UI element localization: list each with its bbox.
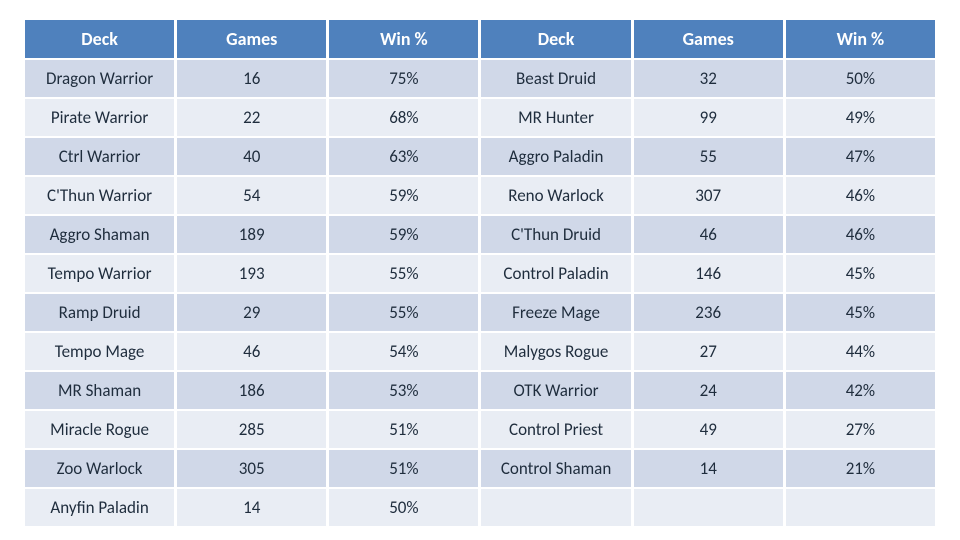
- table-cell: 32: [634, 60, 783, 97]
- table-cell: Aggro Shaman: [25, 216, 174, 253]
- table-cell: [481, 489, 630, 526]
- table-row: Aggro Shaman18959%C'Thun Druid4646%: [25, 216, 935, 253]
- table-body: Dragon Warrior1675%Beast Druid3250%Pirat…: [25, 60, 935, 526]
- table-cell: Beast Druid: [481, 60, 630, 97]
- deck-stats-table: Deck Games Win % Deck Games Win % Dragon…: [22, 18, 938, 528]
- col-games-2: Games: [634, 20, 783, 58]
- table-row: MR Shaman18653%OTK Warrior2442%: [25, 372, 935, 409]
- table-cell: 14: [177, 489, 326, 526]
- table-cell: 54%: [329, 333, 478, 370]
- table-cell: 51%: [329, 411, 478, 448]
- table-cell: 53%: [329, 372, 478, 409]
- table-cell: Freeze Mage: [481, 294, 630, 331]
- table-cell: Control Shaman: [481, 450, 630, 487]
- table-cell: [786, 489, 935, 526]
- table-cell: 55: [634, 138, 783, 175]
- table-cell: Ramp Druid: [25, 294, 174, 331]
- table-cell: 307: [634, 177, 783, 214]
- table-cell: Tempo Warrior: [25, 255, 174, 292]
- table-cell: 46%: [786, 216, 935, 253]
- table-cell: Control Priest: [481, 411, 630, 448]
- table-cell: [634, 489, 783, 526]
- table-cell: Dragon Warrior: [25, 60, 174, 97]
- table-cell: 236: [634, 294, 783, 331]
- table-cell: 193: [177, 255, 326, 292]
- table-cell: 99: [634, 99, 783, 136]
- table-cell: 44%: [786, 333, 935, 370]
- table-row: Tempo Warrior19355%Control Paladin14645%: [25, 255, 935, 292]
- table-cell: MR Shaman: [25, 372, 174, 409]
- table-cell: 16: [177, 60, 326, 97]
- table-cell: 50%: [786, 60, 935, 97]
- table-cell: 59%: [329, 216, 478, 253]
- table-cell: OTK Warrior: [481, 372, 630, 409]
- table-row: Pirate Warrior2268%MR Hunter9949%: [25, 99, 935, 136]
- table-cell: 285: [177, 411, 326, 448]
- table-row: Miracle Rogue28551%Control Priest4927%: [25, 411, 935, 448]
- table-cell: 29: [177, 294, 326, 331]
- table-row: Dragon Warrior1675%Beast Druid3250%: [25, 60, 935, 97]
- table-cell: Pirate Warrior: [25, 99, 174, 136]
- table-cell: C'Thun Warrior: [25, 177, 174, 214]
- table-cell: 189: [177, 216, 326, 253]
- table-cell: Malygos Rogue: [481, 333, 630, 370]
- table-cell: 55%: [329, 294, 478, 331]
- table-row: C'Thun Warrior5459%Reno Warlock30746%: [25, 177, 935, 214]
- table-cell: Miracle Rogue: [25, 411, 174, 448]
- col-deck-1: Deck: [25, 20, 174, 58]
- table-cell: 50%: [329, 489, 478, 526]
- table-cell: 40: [177, 138, 326, 175]
- table-cell: 27: [634, 333, 783, 370]
- table-cell: 45%: [786, 294, 935, 331]
- table-cell: 54: [177, 177, 326, 214]
- table-cell: 55%: [329, 255, 478, 292]
- table-cell: 22: [177, 99, 326, 136]
- table-cell: 59%: [329, 177, 478, 214]
- table-cell: 146: [634, 255, 783, 292]
- table-cell: 21%: [786, 450, 935, 487]
- table-cell: 27%: [786, 411, 935, 448]
- table-cell: 42%: [786, 372, 935, 409]
- table-cell: 45%: [786, 255, 935, 292]
- table-cell: Aggro Paladin: [481, 138, 630, 175]
- table-cell: 305: [177, 450, 326, 487]
- table-cell: 46%: [786, 177, 935, 214]
- table-cell: Zoo Warlock: [25, 450, 174, 487]
- table-cell: 24: [634, 372, 783, 409]
- table-cell: 49: [634, 411, 783, 448]
- table-cell: MR Hunter: [481, 99, 630, 136]
- col-win-1: Win %: [329, 20, 478, 58]
- table-cell: 46: [634, 216, 783, 253]
- table-row: Ramp Druid2955%Freeze Mage23645%: [25, 294, 935, 331]
- table-cell: C'Thun Druid: [481, 216, 630, 253]
- table-cell: Reno Warlock: [481, 177, 630, 214]
- col-deck-2: Deck: [481, 20, 630, 58]
- table-cell: Tempo Mage: [25, 333, 174, 370]
- table-cell: 63%: [329, 138, 478, 175]
- table-cell: 51%: [329, 450, 478, 487]
- table-cell: 49%: [786, 99, 935, 136]
- table-cell: 186: [177, 372, 326, 409]
- table-cell: 47%: [786, 138, 935, 175]
- table-row: Tempo Mage4654%Malygos Rogue2744%: [25, 333, 935, 370]
- table-cell: Anyfin Paladin: [25, 489, 174, 526]
- table-cell: Ctrl Warrior: [25, 138, 174, 175]
- table-cell: 68%: [329, 99, 478, 136]
- col-win-2: Win %: [786, 20, 935, 58]
- col-games-1: Games: [177, 20, 326, 58]
- table-header-row: Deck Games Win % Deck Games Win %: [25, 20, 935, 58]
- table-cell: 14: [634, 450, 783, 487]
- table-row: Anyfin Paladin1450%: [25, 489, 935, 526]
- table-cell: 75%: [329, 60, 478, 97]
- table-row: Zoo Warlock30551%Control Shaman1421%: [25, 450, 935, 487]
- table-cell: Control Paladin: [481, 255, 630, 292]
- table-row: Ctrl Warrior4063%Aggro Paladin5547%: [25, 138, 935, 175]
- table-cell: 46: [177, 333, 326, 370]
